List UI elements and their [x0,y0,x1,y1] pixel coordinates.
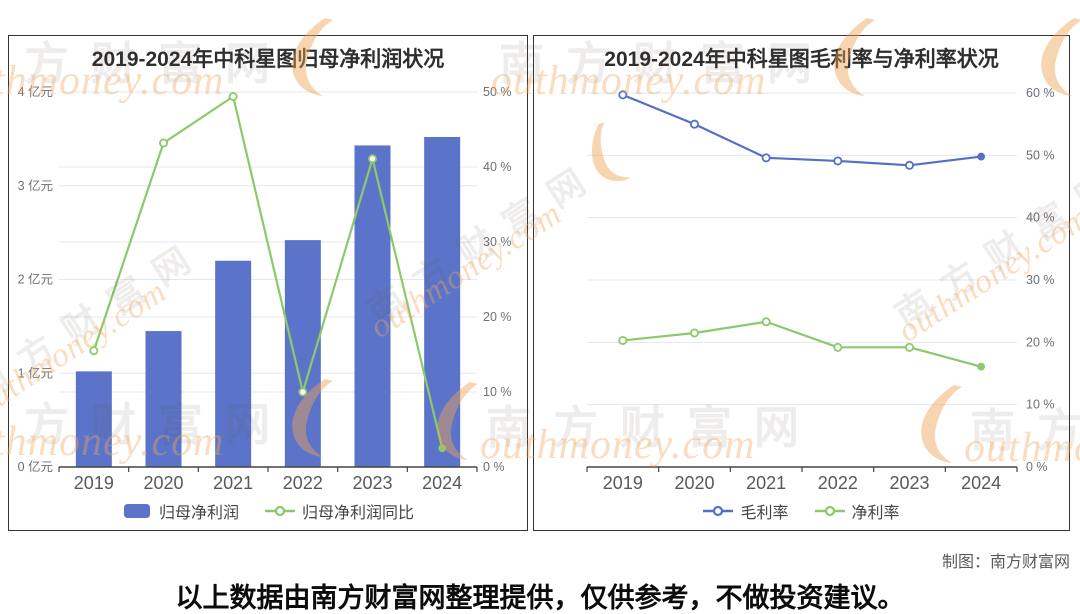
net-margin-point-2022 [833,342,843,352]
right-axis-label: 50 % [1026,148,1055,162]
x-axis-label-2024: 2024 [422,473,462,493]
net-profit-yoy-point-2023 [367,154,377,164]
x-axis-label-2020: 2020 [143,473,183,493]
right-chart-legend: 毛利率 净利率 [534,499,1069,523]
x-axis-label-2021: 2021 [746,473,786,493]
legend-label: 归母净利润 [158,505,239,522]
margin-chart: 0 % 10 % 20 % 30 % 40 % 50 % 60 % 2019 2020 2021 2… [586,86,1055,493]
net-profit-chart-panel: 2019-2024年中科星图归母净利润状况 0 亿元 1 亿元 2 亿元 3 亿元 4 … [8,35,528,531]
x-axis-label-2024: 2024 [961,473,1001,493]
legend-item-net-profit-yoy[interactable]: 归母净利润同比 [265,499,414,523]
net-profit-bar-2024 [424,137,461,467]
net-profit-bars [75,137,461,467]
legend-line-swatch-icon [703,505,734,517]
x-axis-label-2019: 2019 [74,473,114,493]
legend-item-gross-margin[interactable]: 毛利率 [703,499,789,523]
net-profit-yoy-point-2024 [438,444,447,453]
right-axis-label: 20 % [1026,335,1055,349]
legend-bar-swatch-icon [123,504,150,518]
x-axis-label-2022: 2022 [283,473,323,493]
legend-line-swatch-icon [814,505,845,517]
gross-margin-point-2024 [977,152,986,161]
net-margin-point-2023 [904,342,914,352]
gross-margin-line [618,90,986,170]
right-axis-label: 0 % [483,460,505,474]
gross-margin-point-2022 [833,156,843,166]
chart-credit: 制图：南方财富网 [941,554,1070,571]
net-profit-bar-2023 [354,145,391,467]
net-margin-point-2019 [618,335,628,345]
left-axis-label: 3 亿元 [18,178,53,193]
net-profit-bar-2019 [75,371,112,467]
right-axis-label: 60 % [1026,86,1055,100]
x-axis-label-2022: 2022 [818,473,858,493]
margin-chart-panel: 2019-2024年中科星图毛利率与净利率状况 0 % 10 % 20 % 30 % 4… [533,35,1070,531]
net-profit-chart: 0 亿元 1 亿元 2 亿元 3 亿元 4 亿元 0 % 10 % 20 % 30 % 40 % 5… [18,84,512,493]
legend-item-net-margin[interactable]: 净利率 [814,499,900,523]
net-profit-yoy-point-2020 [158,138,168,148]
right-axis-label: 10 % [1026,398,1055,412]
right-axis-label: 20 % [483,310,512,324]
gross-margin-point-2023 [904,160,914,170]
legend-label: 毛利率 [740,505,789,522]
left-chart-title: 2019-2024年中科星图归母净利润状况 [91,48,445,71]
net-profit-yoy-point-2022 [298,387,308,397]
net-profit-yoy-point-2019 [89,346,99,356]
right-axis-label: 10 % [483,385,512,399]
x-axis-label-2021: 2021 [213,473,253,493]
legend-label: 净利率 [851,505,900,522]
net-margin-point-2021 [761,317,771,327]
net-margin-point-2020 [689,328,699,338]
net-margin-line [618,317,986,371]
right-axis-label: 40 % [1026,211,1055,225]
net-profit-bar-2020 [145,331,182,467]
right-axis-label: 0 % [1026,460,1048,474]
left-axis-label: 2 亿元 [18,272,53,287]
net-margin-point-2024 [977,362,986,371]
gridlines [587,92,1017,406]
right-axis-label: 50 % [483,85,512,99]
x-axis-label-2019: 2019 [603,473,643,493]
gridlines [59,91,477,393]
net-profit-yoy-point-2021 [228,92,238,102]
x-axis-label-2023: 2023 [889,473,929,493]
x-axis-label-2020: 2020 [674,473,714,493]
legend-label: 归母净利润同比 [302,505,415,522]
disclaimer-text: 以上数据由南方财富网整理提供，仅供参考，不做投资建议。 [175,583,905,613]
right-axis-label: 40 % [483,160,512,174]
right-chart-title: 2019-2024年中科星图毛利率与净利率状况 [604,48,999,71]
legend-line-swatch-icon [265,505,295,517]
right-axis-label: 30 % [483,235,512,249]
left-chart-legend: 归母净利润 归母净利润同比 [9,499,527,523]
gross-margin-point-2021 [761,153,771,163]
left-axis-label: 1 亿元 [18,365,53,380]
net-profit-yoy-line [89,92,447,453]
net-profit-bar-2021 [215,260,252,467]
left-axis-label: 4 亿元 [18,84,53,99]
x-axis-label-2023: 2023 [352,473,392,493]
legend-item-net-profit[interactable]: 归母净利润 [122,499,239,523]
left-axis-label: 0 亿元 [18,459,53,474]
gross-margin-point-2020 [689,119,699,129]
right-axis-label: 30 % [1026,273,1055,287]
gross-margin-point-2019 [618,90,628,100]
